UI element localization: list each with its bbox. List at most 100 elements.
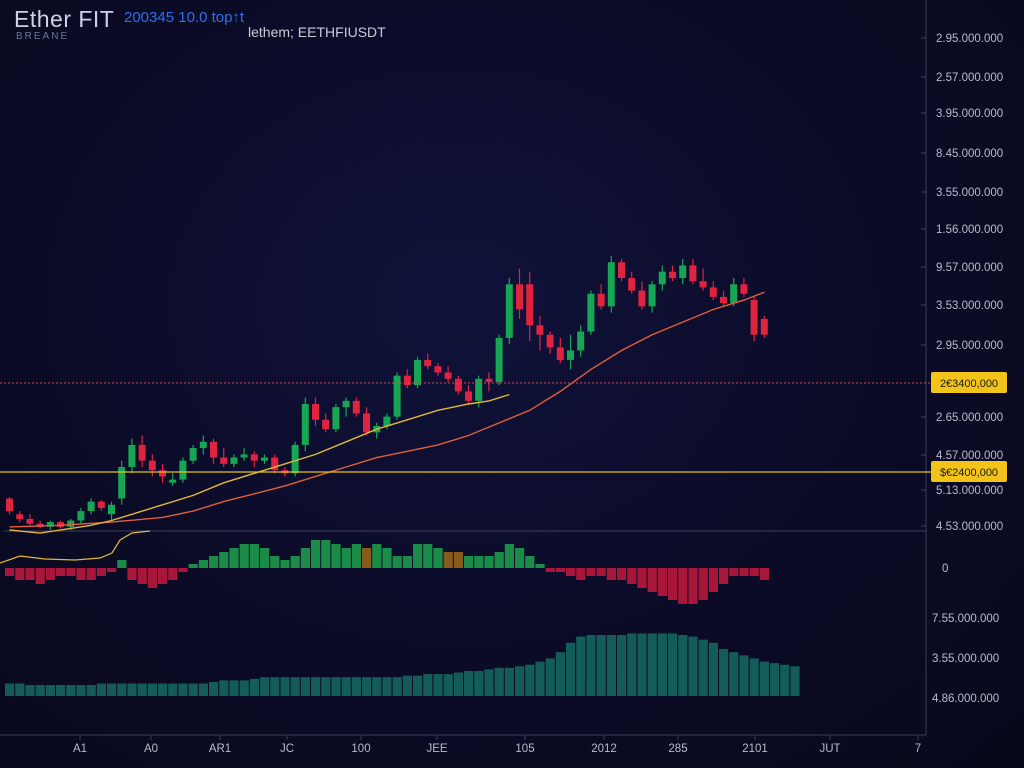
oscillator-bars (5, 540, 769, 604)
oscillator-bar (402, 556, 412, 568)
oscillator-bar (290, 556, 300, 568)
volume-bar (5, 683, 15, 696)
candle-body (363, 413, 370, 433)
candle-body (434, 366, 442, 373)
volume-bar (586, 634, 596, 696)
oscillator-bar (341, 548, 351, 568)
candle-body (750, 300, 758, 335)
volume-bar (780, 664, 790, 696)
volume-bar (576, 636, 586, 696)
candle-body (77, 511, 85, 521)
volume-bar (464, 670, 474, 696)
y-axis-label: 2.57.000.000 (936, 72, 1003, 84)
candle-body (526, 284, 534, 326)
oscillator-bar (239, 544, 249, 568)
candle-body (179, 460, 187, 480)
chart-axes: 2.95.000.000 2.57.000.000 3.95.000.000 8.45… (73, 33, 1003, 755)
candle-body (6, 498, 13, 512)
candle-body (118, 467, 126, 499)
oscillator-bar (117, 560, 127, 568)
volume-bar (759, 661, 769, 696)
candle-body (658, 271, 666, 285)
volume-bars (5, 633, 800, 696)
volume-bar (372, 677, 382, 696)
price-badge-label: $€2400,000 (940, 467, 998, 479)
volume-bar (474, 670, 484, 696)
moving-averages (0, 291, 765, 564)
x-axis-label: A0 (144, 743, 158, 755)
volume-bar (66, 685, 76, 696)
app-title: Ether FIT (14, 6, 115, 32)
y-axis-label: 5.13.000.000 (936, 485, 1003, 497)
x-axis-label: 2012 (591, 743, 617, 755)
x-axis-label: 7 (915, 743, 921, 755)
volume-bar (555, 652, 565, 696)
oscillator-bar (535, 564, 545, 568)
candle-body (414, 359, 421, 386)
y-axis-label: 3.95.000.000 (936, 108, 1003, 120)
volume-bar (749, 658, 759, 696)
volume-bar (382, 677, 392, 696)
y-axis-label: 9.57.000.000 (936, 262, 1003, 274)
oscillator-bar (504, 544, 514, 568)
candle-body (26, 518, 34, 524)
candle-body (169, 479, 177, 483)
oscillator-bar (249, 544, 259, 568)
y-axis-label: 3.53.000.000 (936, 300, 1003, 312)
volume-bar (45, 685, 55, 696)
candle-body (485, 378, 493, 382)
candle-body (322, 419, 330, 430)
candle-body (577, 331, 585, 351)
oscillator-bar (443, 552, 453, 568)
candle-body (760, 318, 768, 335)
y-axis-label: 4.53.000.000 (936, 521, 1003, 533)
oscillator-bar (606, 568, 616, 580)
volume-bar (25, 685, 35, 696)
candle-body (128, 444, 136, 467)
volume-bar (239, 680, 249, 696)
oscillator-bar (127, 568, 137, 580)
candle-body (148, 460, 156, 471)
oscillator-bar (280, 560, 290, 568)
x-axis-label: 285 (668, 743, 687, 755)
volume-bar (15, 683, 25, 696)
volume-bar (770, 663, 780, 696)
oscillator-bar (586, 568, 596, 576)
oscillator-bar (566, 568, 576, 576)
volume-bar (188, 683, 198, 696)
candle-body (312, 404, 319, 420)
oscillator-bar (688, 568, 698, 604)
volume-bar (56, 685, 66, 696)
candle-body (220, 457, 228, 464)
candle-body (556, 347, 564, 360)
volume-bar (127, 683, 137, 696)
oscillator-bar (749, 568, 759, 576)
candle-body (159, 470, 166, 477)
x-axis-label: 2101 (742, 743, 768, 755)
volume-bar (392, 677, 402, 696)
oscillator-bar (637, 568, 647, 588)
volume-bar (86, 685, 96, 696)
volume-bar (566, 642, 576, 696)
candle-body (261, 457, 268, 461)
oscillator-axis-label: 0 (942, 563, 948, 575)
x-axis-label: 105 (515, 743, 534, 755)
oscillator-bar (464, 556, 474, 568)
oscillator-bar (453, 552, 463, 568)
volume-bar (423, 674, 433, 696)
candle-body (567, 350, 574, 360)
oscillator-bar (178, 568, 188, 572)
volume-bar (515, 666, 525, 696)
oscillator-bar (576, 568, 586, 580)
x-axis-label: A1 (73, 743, 87, 755)
candle-body (444, 372, 452, 379)
candle-body (699, 281, 707, 288)
volume-bar (280, 677, 290, 696)
candle-body (352, 400, 360, 414)
candle-body (669, 271, 676, 278)
volume-bar (402, 675, 412, 696)
candle-body (108, 504, 115, 515)
symbol-label: lethem; EETHFIUSDT (248, 24, 386, 40)
candle-body (495, 337, 503, 382)
